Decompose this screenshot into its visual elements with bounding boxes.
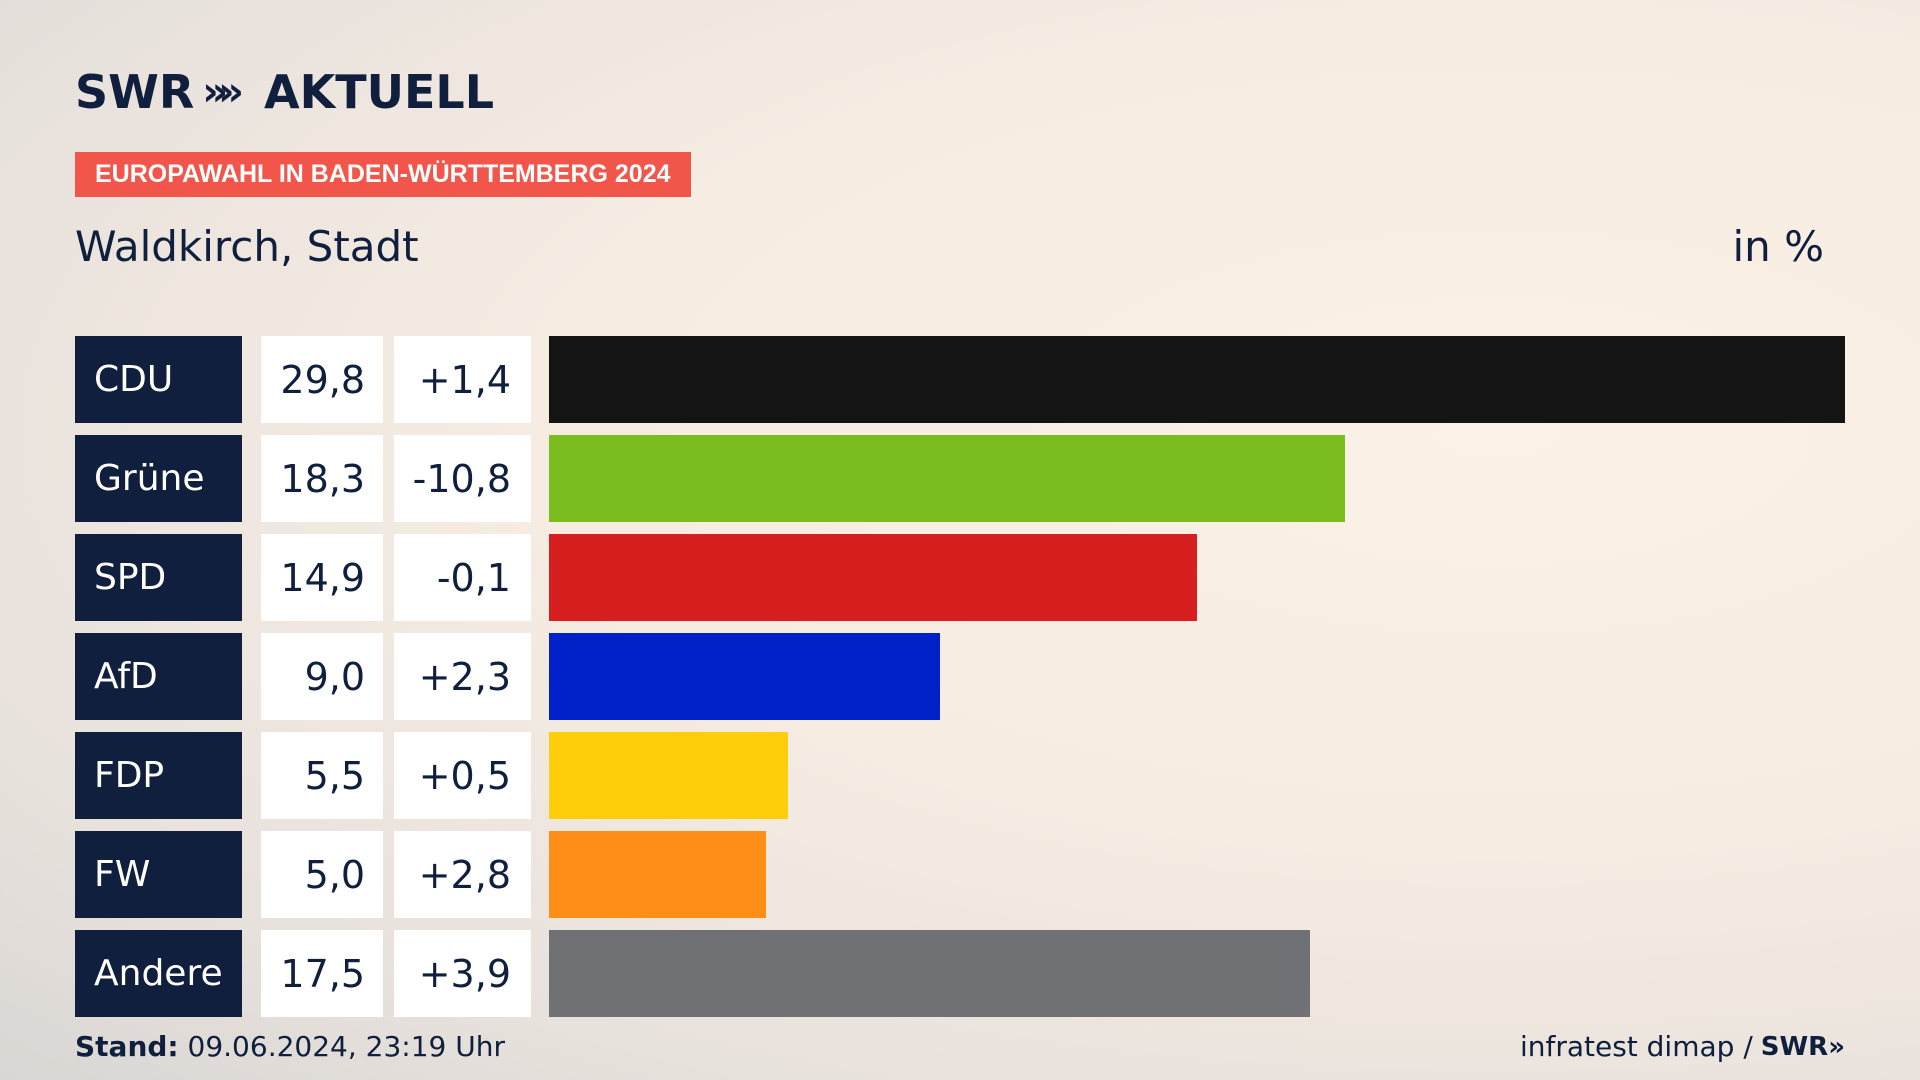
vote-share-value: 14,9 [261, 534, 383, 621]
party-label: CDU [75, 336, 242, 423]
result-bar [549, 534, 1197, 621]
timestamp-value: 09.06.2024, 23:19 Uhr [187, 1030, 505, 1063]
party-label: FW [75, 831, 242, 918]
result-bar [549, 831, 766, 918]
party-label: FDP [75, 732, 242, 819]
party-label: AfD [75, 633, 242, 720]
vote-share-value: 29,8 [261, 336, 383, 423]
result-bar [549, 930, 1310, 1017]
unit-label: in % [1732, 222, 1824, 271]
party-label: SPD [75, 534, 242, 621]
result-bar [549, 732, 788, 819]
vote-change-value: +1,4 [394, 336, 531, 423]
source-credit: infratest dimap / SWR» [1520, 1030, 1845, 1063]
vote-change-value: +2,3 [394, 633, 531, 720]
timestamp: Stand: 09.06.2024, 23:19 Uhr [75, 1030, 505, 1063]
logo-swr-text: SWR [75, 65, 195, 119]
vote-share-value: 5,5 [261, 732, 383, 819]
vote-change-value: +3,9 [394, 930, 531, 1017]
result-bar [549, 336, 1845, 423]
party-label: Grüne [75, 435, 242, 522]
vote-share-value: 5,0 [261, 831, 383, 918]
swr-mini-logo: SWR» [1760, 1031, 1845, 1062]
source-text: infratest dimap / [1519, 1030, 1753, 1063]
vote-share-value: 17,5 [261, 930, 383, 1017]
logo-aktuell-text: AKTUELL [263, 65, 495, 119]
result-bar [549, 633, 940, 720]
swr-aktuell-logo: SWR »» AKTUELL [75, 64, 494, 120]
election-tag: EUROPAWAHL IN BADEN-WÜRTTEMBERG 2024 [75, 152, 691, 197]
result-bar [549, 435, 1345, 522]
party-label: Andere [75, 930, 242, 1017]
vote-share-value: 9,0 [261, 633, 383, 720]
region-title: Waldkirch, Stadt [75, 222, 419, 271]
vote-change-value: -10,8 [394, 435, 531, 522]
vote-change-value: -0,1 [394, 534, 531, 621]
vote-change-value: +2,8 [394, 831, 531, 918]
vote-share-value: 18,3 [261, 435, 383, 522]
timestamp-label: Stand: [75, 1030, 179, 1063]
logo-chevrons-icon: »» [202, 69, 244, 115]
vote-change-value: +0,5 [394, 732, 531, 819]
